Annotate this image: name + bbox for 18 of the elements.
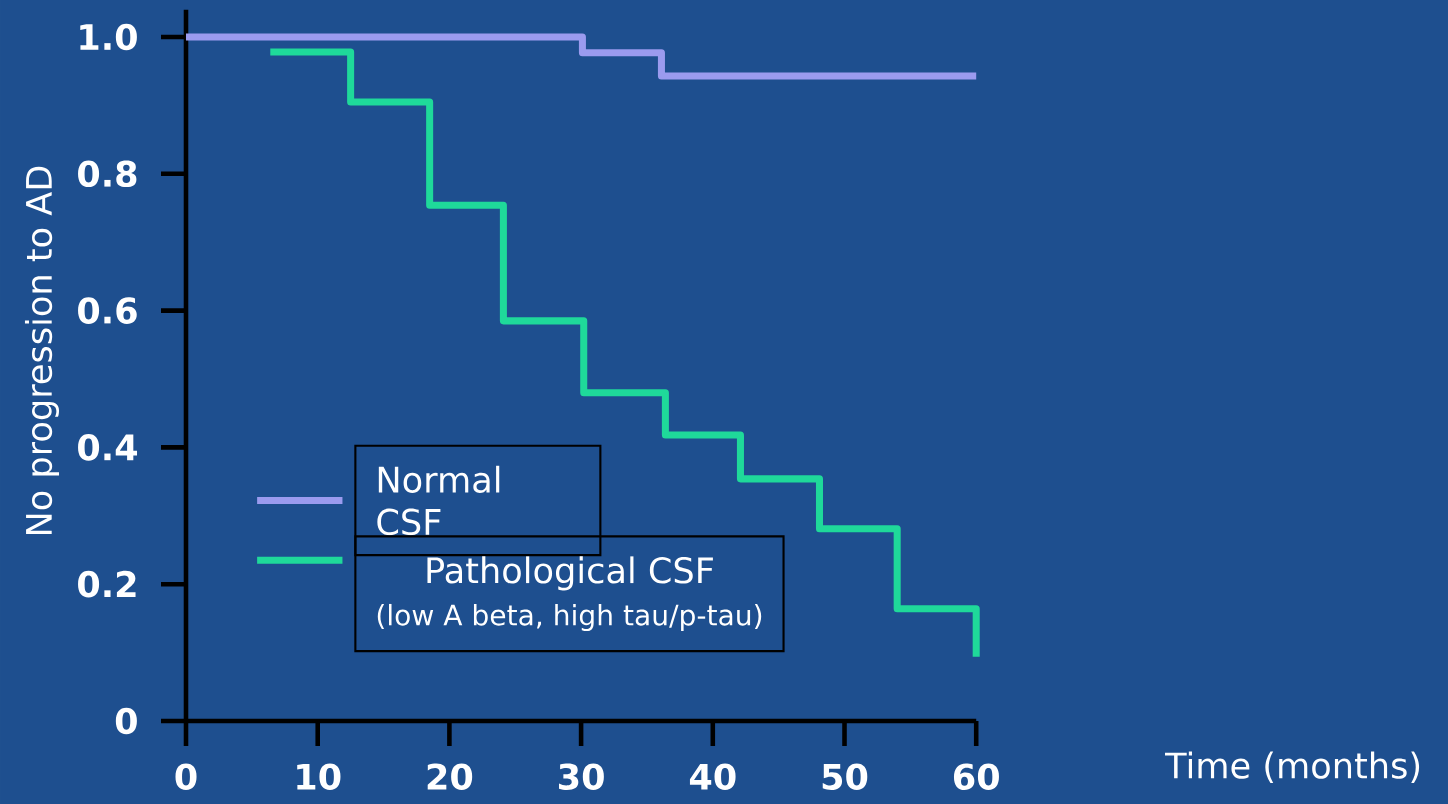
y-tick-label: 1.0 (80, 23, 137, 51)
y-tick-label: 0.6 (78, 297, 137, 324)
text: Pathological CSF (427, 556, 713, 591)
y-tick-label: 0.2 (78, 570, 136, 598)
legend-label: Normal CSF (377, 465, 500, 536)
x-tick-label: 10 (297, 763, 341, 790)
x-tick-label: 30 (559, 763, 604, 790)
x-tick-label: 60 (953, 763, 999, 790)
y-tick-label: 0 (115, 707, 137, 735)
x-tick-label: 40 (689, 763, 736, 790)
x-tick-label: 0 (175, 763, 197, 790)
x-tick-label: 20 (427, 763, 473, 790)
y-tick-label: 0.4 (78, 434, 138, 461)
y-axis-title: No progression to AD (24, 166, 60, 535)
x-tick-label: 50 (822, 763, 868, 790)
annotation: (low A beta, high tau/p-tau) (377, 603, 762, 632)
y-tick-label: 0.8 (78, 160, 137, 188)
x-axis-title: Time (months) (1165, 751, 1420, 783)
